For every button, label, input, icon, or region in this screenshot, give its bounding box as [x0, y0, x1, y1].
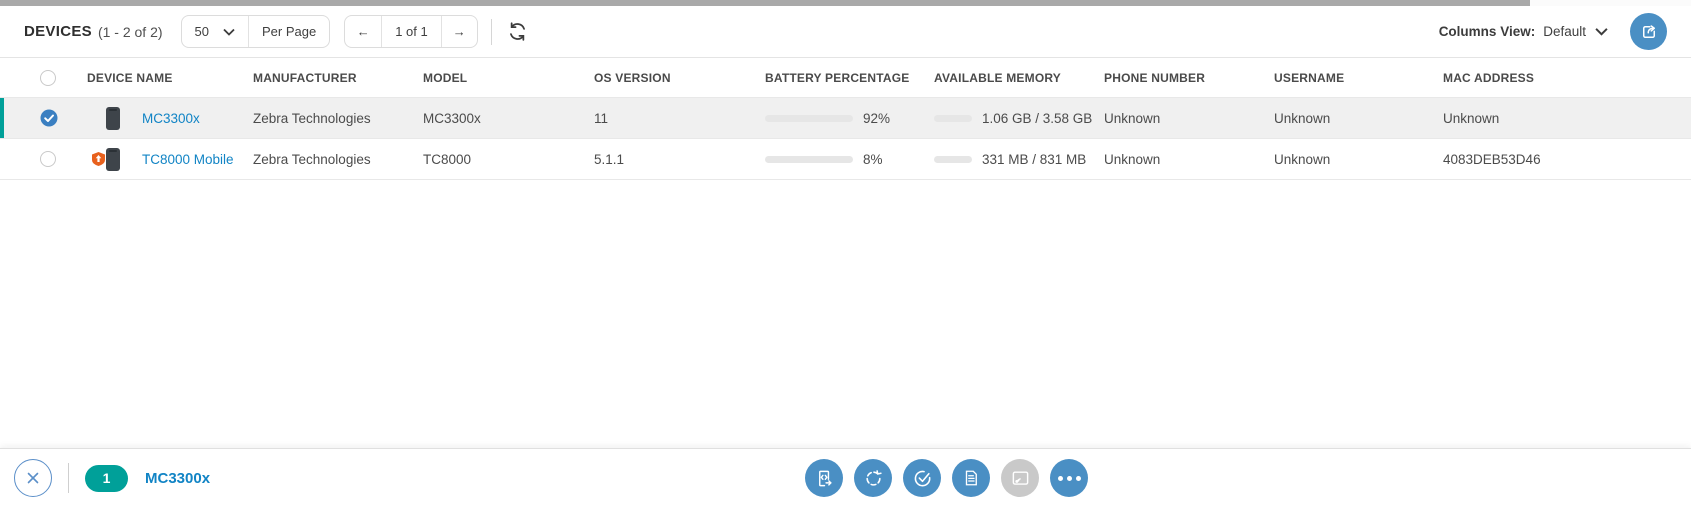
- columns-view-value: Default: [1543, 24, 1586, 39]
- check-in-sync-button[interactable]: [854, 459, 892, 497]
- action-bar-divider: [68, 463, 69, 493]
- header-username[interactable]: USERNAME: [1274, 71, 1345, 85]
- chevron-down-icon: [1595, 28, 1608, 36]
- selected-count-badge: 1: [85, 464, 128, 492]
- page-size-value: 50: [194, 24, 210, 39]
- header-manufacturer[interactable]: MANUFACTURER: [253, 71, 357, 85]
- cell-os-version: 5.1.1: [594, 151, 625, 167]
- memory-label: 1.06 GB / 3.58 GB: [982, 110, 1093, 126]
- selection-action-bar: 1 MC3300x: [0, 448, 1691, 507]
- chevron-down-icon: [223, 28, 235, 36]
- cell-manufacturer: Zebra Technologies: [253, 110, 371, 126]
- device-actions: [805, 459, 1088, 497]
- columns-view-select[interactable]: Default: [1543, 24, 1608, 39]
- memory-label: 331 MB / 831 MB: [982, 151, 1087, 167]
- device-name-link[interactable]: MC3300x: [142, 110, 200, 126]
- cell-battery: 8%: [765, 152, 934, 167]
- pagination: ← 1 of 1 →: [344, 15, 478, 48]
- cell-model: MC3300x: [423, 110, 481, 126]
- more-actions-button[interactable]: [1050, 459, 1088, 497]
- select-all-checkbox[interactable]: [40, 70, 56, 86]
- export-icon: [1642, 24, 1655, 38]
- table-row[interactable]: TC8000 Mobile Zebra Technologies TC8000 …: [0, 139, 1691, 180]
- table-row[interactable]: MC3300x Zebra Technologies MC3300x 11 92…: [0, 98, 1691, 139]
- send-script-icon: [818, 470, 832, 486]
- device-name-link[interactable]: TC8000 Mobile: [142, 151, 234, 167]
- check-status-button[interactable]: [903, 459, 941, 497]
- cell-memory: 331 MB / 831 MB: [934, 152, 1104, 167]
- page-title: DEVICES: [24, 23, 92, 40]
- check-circle-icon: [914, 470, 930, 486]
- ellipsis-icon: [1057, 475, 1081, 481]
- toolbar-divider: [490, 18, 492, 45]
- page-size-group: 50 Per Page: [180, 15, 331, 48]
- header-phone[interactable]: PHONE NUMBER: [1104, 71, 1206, 85]
- columns-view-label: Columns View:: [1438, 24, 1536, 39]
- device-log-button[interactable]: [952, 459, 990, 497]
- badge-slot: [92, 111, 105, 125]
- export-button[interactable]: [1630, 13, 1667, 50]
- header-mac[interactable]: MAC ADDRESS: [1443, 71, 1535, 85]
- page-size-select[interactable]: 50: [182, 16, 248, 47]
- send-script-button[interactable]: [805, 459, 843, 497]
- header-memory[interactable]: AVAILABLE MEMORY: [934, 71, 1061, 85]
- header-model[interactable]: MODEL: [423, 71, 468, 85]
- device-count: (1 - 2 of 2): [97, 23, 163, 40]
- remote-cast-icon: [1012, 470, 1028, 485]
- cell-battery: 92%: [765, 111, 934, 126]
- cell-memory: 1.06 GB / 3.58 GB: [934, 111, 1104, 126]
- device-phone-icon: [106, 147, 120, 171]
- battery-label: 92%: [863, 110, 891, 126]
- header-battery[interactable]: BATTERY PERCENTAGE: [765, 71, 910, 85]
- row-checkbox[interactable]: [40, 151, 56, 167]
- toolbar-right: Columns View: Default: [1439, 13, 1667, 50]
- header-os-version[interactable]: OS VERSION: [594, 71, 671, 85]
- cell-os-version: 11: [594, 110, 609, 126]
- refresh-icon[interactable]: [505, 19, 531, 45]
- prev-page-button[interactable]: ←: [356, 24, 370, 39]
- scrollbar-thumb[interactable]: [0, 0, 1531, 6]
- cell-mac-address: Unknown: [1443, 110, 1500, 126]
- document-icon: [965, 470, 977, 486]
- per-page-label: Per Page: [248, 16, 329, 47]
- devices-toolbar: DEVICES (1 - 2 of 2) 50 Per Page ← 1 of …: [0, 6, 1691, 58]
- sync-icon: [865, 469, 882, 486]
- cell-phone-number: Unknown: [1104, 151, 1161, 167]
- cell-model: TC8000: [423, 151, 472, 167]
- cell-phone-number: Unknown: [1104, 110, 1161, 126]
- cell-username: Unknown: [1274, 151, 1331, 167]
- clear-selection-button[interactable]: [14, 459, 52, 497]
- cell-username: Unknown: [1274, 110, 1331, 126]
- device-phone-icon: [106, 106, 120, 130]
- battery-label: 8%: [863, 151, 883, 167]
- page-indicator: 1 of 1: [381, 16, 441, 47]
- cell-manufacturer: Zebra Technologies: [253, 151, 371, 167]
- selected-checkbox-icon[interactable]: [40, 109, 58, 127]
- remote-control-button[interactable]: [1001, 459, 1039, 497]
- next-page-button[interactable]: →: [440, 16, 477, 47]
- update-shield-badge-icon: [92, 152, 105, 166]
- close-icon: [27, 472, 39, 484]
- selected-device-name: MC3300x: [145, 469, 211, 487]
- cell-mac-address: 4083DEB53D46: [1443, 151, 1541, 167]
- horizontal-scrollbar[interactable]: [0, 0, 1691, 6]
- table-header-row: DEVICE NAME MANUFACTURER MODEL OS VERSIO…: [0, 59, 1691, 98]
- header-device-name[interactable]: DEVICE NAME: [87, 71, 173, 85]
